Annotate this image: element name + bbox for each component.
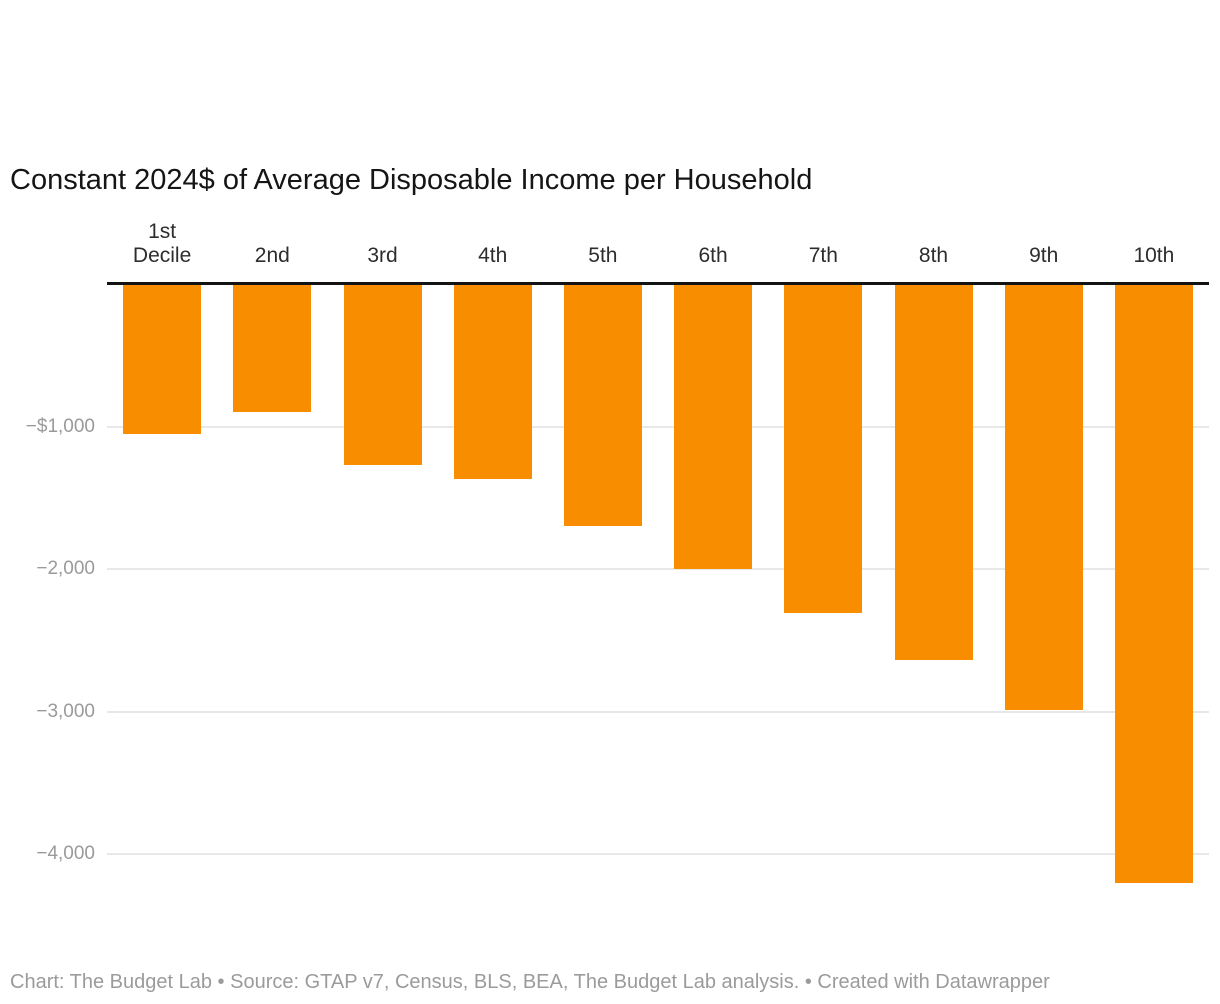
chart-footer: Chart: The Budget Lab • Source: GTAP v7,…	[10, 971, 1050, 993]
category-label: 7th	[808, 244, 838, 267]
gridline	[107, 710, 1209, 713]
category-label: 10th	[1133, 244, 1175, 267]
bar-2nd[interactable]	[233, 284, 312, 413]
chart-title: Constant 2024$ of Average Disposable Inc…	[10, 164, 813, 196]
gridline	[107, 568, 1209, 571]
gridline	[107, 853, 1209, 856]
category-label: 5th	[588, 244, 618, 267]
category-label: 8th	[918, 244, 949, 267]
bar-3rd[interactable]	[343, 284, 422, 466]
bar-8th[interactable]	[894, 284, 973, 661]
y-tick-label: −4,000	[36, 843, 95, 865]
y-tick-label: −2,000	[36, 558, 95, 580]
bar-1st-decile[interactable]	[123, 284, 202, 434]
category-label: 1st Decile	[132, 220, 192, 267]
y-tick-label: −$1,000	[25, 415, 95, 437]
category-label: 9th	[1029, 244, 1059, 267]
x-axis-zero-line	[107, 282, 1209, 285]
category-label: 6th	[698, 244, 728, 267]
bar-9th[interactable]	[1004, 284, 1083, 711]
bar-10th[interactable]	[1114, 284, 1193, 883]
y-tick-label: −3,000	[36, 700, 95, 722]
gridline	[107, 425, 1209, 428]
category-label: 2nd	[254, 244, 290, 267]
bar-5th[interactable]	[563, 284, 642, 527]
bar-7th[interactable]	[784, 284, 863, 614]
bar-4th[interactable]	[453, 284, 532, 479]
category-label: 4th	[478, 244, 508, 267]
category-label: 3rd	[367, 244, 398, 267]
bar-6th[interactable]	[674, 284, 753, 570]
